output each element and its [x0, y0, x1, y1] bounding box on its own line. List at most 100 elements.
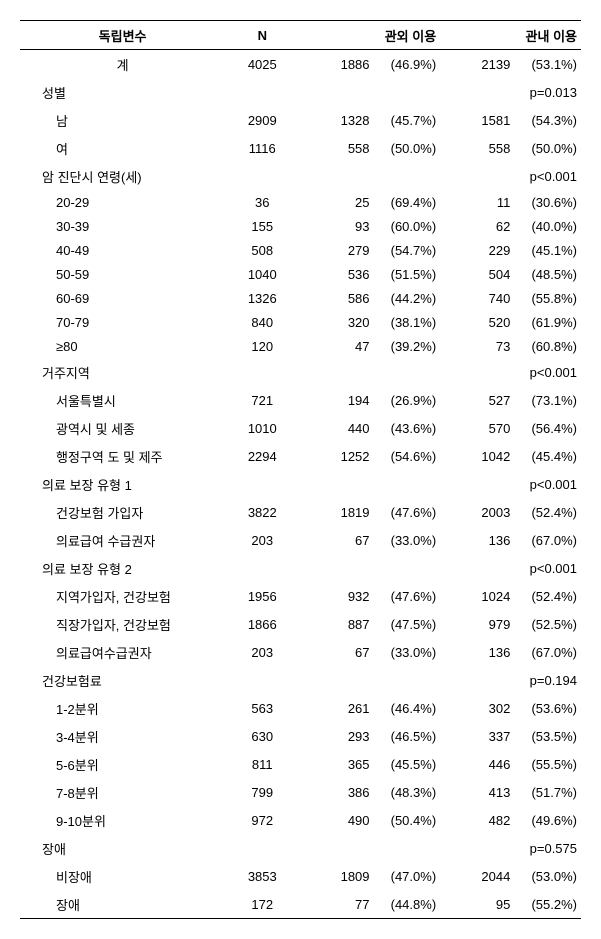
out-pct: (46.9%) [374, 50, 441, 79]
out-value: 67 [299, 638, 373, 666]
row-label: 광역시 및 세종 [20, 414, 225, 442]
out-value: 536 [299, 262, 373, 286]
in-pct: (61.9%) [514, 310, 581, 334]
in-value: 1042 [440, 442, 514, 470]
out-pct: (69.4%) [374, 190, 441, 214]
n-cell: 120 [225, 334, 299, 358]
in-pct: (54.3%) [514, 106, 581, 134]
in-pct: (51.7%) [514, 778, 581, 806]
n-cell: 972 [225, 806, 299, 834]
in-pct: (55.8%) [514, 286, 581, 310]
in-pct: (45.4%) [514, 442, 581, 470]
row-label: 서울특별시 [20, 386, 225, 414]
in-pct: (56.4%) [514, 414, 581, 442]
row-label: 70-79 [20, 310, 225, 334]
row-label: 9-10분위 [20, 806, 225, 834]
table-row: 30-3915593(60.0%)62(40.0%) [20, 214, 581, 238]
n-cell: 811 [225, 750, 299, 778]
out-pct: (45.5%) [374, 750, 441, 778]
out-pct: (33.0%) [374, 638, 441, 666]
table-row: 건강보험료p=0.194 [20, 666, 581, 694]
n-cell: 155 [225, 214, 299, 238]
row-label: 여 [20, 134, 225, 162]
out-pct: (50.4%) [374, 806, 441, 834]
in-pct: (53.1%) [514, 50, 581, 79]
out-value: 47 [299, 334, 373, 358]
table-row: ≥8012047(39.2%)73(60.8%) [20, 334, 581, 358]
out-value: 932 [299, 582, 373, 610]
table-row: 광역시 및 세종1010440(43.6%)570(56.4%) [20, 414, 581, 442]
in-value: 136 [440, 638, 514, 666]
table-row: 여1116558(50.0%)558(50.0%) [20, 134, 581, 162]
out-value: 93 [299, 214, 373, 238]
in-value: 446 [440, 750, 514, 778]
in-value: 2044 [440, 862, 514, 890]
out-value: 586 [299, 286, 373, 310]
n-cell: 799 [225, 778, 299, 806]
in-value: 2003 [440, 498, 514, 526]
group-label: 의료 보장 유형 2 [20, 554, 225, 582]
table-row: 70-79840320(38.1%)520(61.9%) [20, 310, 581, 334]
table-row: 7-8분위799386(48.3%)413(51.7%) [20, 778, 581, 806]
n-cell: 1040 [225, 262, 299, 286]
out-value: 77 [299, 890, 373, 919]
out-pct: (38.1%) [374, 310, 441, 334]
in-value: 1024 [440, 582, 514, 610]
row-label: 40-49 [20, 238, 225, 262]
out-pct: (48.3%) [374, 778, 441, 806]
out-value: 1328 [299, 106, 373, 134]
n-cell: 2294 [225, 442, 299, 470]
out-value: 279 [299, 238, 373, 262]
out-pct: (43.6%) [374, 414, 441, 442]
in-pct: (50.0%) [514, 134, 581, 162]
out-value: 1886 [299, 50, 373, 79]
n-cell: 3822 [225, 498, 299, 526]
n-cell: 36 [225, 190, 299, 214]
out-value: 320 [299, 310, 373, 334]
in-pct: (53.5%) [514, 722, 581, 750]
in-pct: (55.2%) [514, 890, 581, 919]
row-label: 5-6분위 [20, 750, 225, 778]
header-out: 관외 이용 [299, 21, 440, 50]
row-label: 비장애 [20, 862, 225, 890]
out-value: 490 [299, 806, 373, 834]
in-pct: (53.6%) [514, 694, 581, 722]
in-pct: (30.6%) [514, 190, 581, 214]
in-pct: (73.1%) [514, 386, 581, 414]
group-label: 거주지역 [20, 358, 225, 386]
out-value: 365 [299, 750, 373, 778]
table-row: 의료급여수급권자20367(33.0%)136(67.0%) [20, 638, 581, 666]
out-value: 1809 [299, 862, 373, 890]
table-row: 거주지역p<0.001 [20, 358, 581, 386]
out-pct: (46.4%) [374, 694, 441, 722]
empty-cell [225, 554, 440, 582]
header-variable: 독립변수 [20, 21, 225, 50]
stats-table: 독립변수 N 관외 이용 관내 이용 계40251886(46.9%)2139(… [20, 20, 581, 919]
header-in: 관내 이용 [440, 21, 581, 50]
out-value: 887 [299, 610, 373, 638]
in-pct: (53.0%) [514, 862, 581, 890]
in-value: 482 [440, 806, 514, 834]
out-value: 261 [299, 694, 373, 722]
out-value: 558 [299, 134, 373, 162]
in-value: 11 [440, 190, 514, 214]
in-value: 740 [440, 286, 514, 310]
group-label: 장애 [20, 834, 225, 862]
in-value: 2139 [440, 50, 514, 79]
out-pct: (47.5%) [374, 610, 441, 638]
out-value: 67 [299, 526, 373, 554]
row-label: 50-59 [20, 262, 225, 286]
row-label: 행정구역 도 및 제주 [20, 442, 225, 470]
table-body: 계40251886(46.9%)2139(53.1%)성별p=0.013남290… [20, 50, 581, 919]
in-value: 136 [440, 526, 514, 554]
table-row: 암 진단시 연령(세)p<0.001 [20, 162, 581, 190]
table-row: 60-691326586(44.2%)740(55.8%) [20, 286, 581, 310]
group-label: 의료 보장 유형 1 [20, 470, 225, 498]
table-row: 지역가입자, 건강보험1956932(47.6%)1024(52.4%) [20, 582, 581, 610]
out-pct: (26.9%) [374, 386, 441, 414]
out-value: 194 [299, 386, 373, 414]
n-cell: 2909 [225, 106, 299, 134]
in-pct: (48.5%) [514, 262, 581, 286]
table-row: 40-49508279(54.7%)229(45.1%) [20, 238, 581, 262]
p-value: p<0.001 [440, 162, 581, 190]
